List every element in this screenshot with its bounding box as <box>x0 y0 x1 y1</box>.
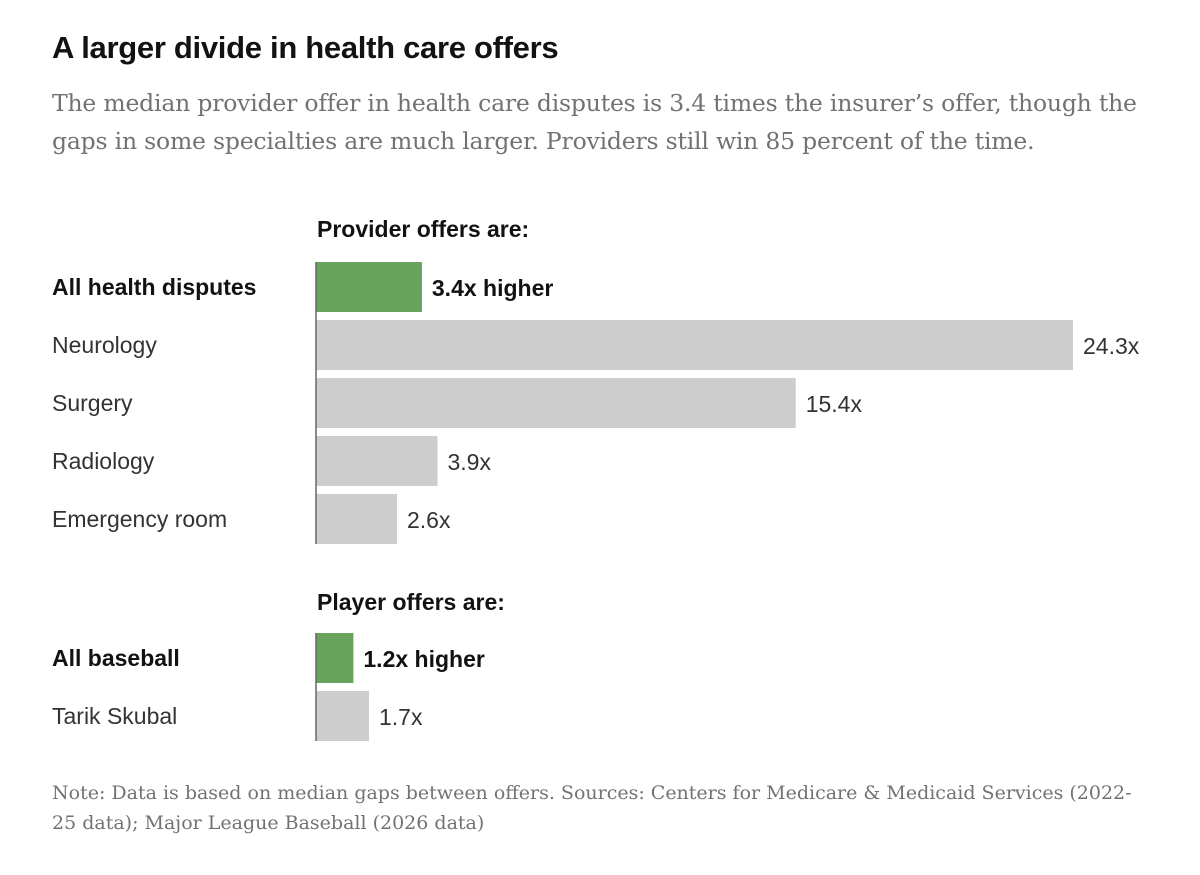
highlight-bar <box>316 262 422 312</box>
bar <box>316 378 796 428</box>
category-label: Emergency room <box>52 506 227 532</box>
bar <box>316 494 397 544</box>
chart-subtitle: The median provider offer in health care… <box>52 89 1137 155</box>
category-label: Surgery <box>52 390 133 416</box>
category-label: Neurology <box>52 332 157 358</box>
value-label: 3.9x <box>448 449 492 475</box>
highlight-bar <box>316 633 354 683</box>
bar <box>316 320 1073 370</box>
section-label: Player offers are: <box>317 589 505 615</box>
category-label: All health disputes <box>52 274 256 300</box>
category-label: Radiology <box>52 448 155 474</box>
value-label: 3.4x higher <box>432 275 553 301</box>
value-label: 2.6x <box>407 507 451 533</box>
value-label: 1.2x higher <box>363 646 484 672</box>
bar <box>316 691 369 741</box>
section-label: Provider offers are: <box>317 216 529 242</box>
bar <box>316 436 438 486</box>
category-label: All baseball <box>52 645 180 671</box>
source-note: Note: Data is based on median gaps betwe… <box>52 782 1132 834</box>
category-label: Tarik Skubal <box>52 703 177 729</box>
value-label: 1.7x <box>379 704 423 730</box>
value-label: 24.3x <box>1083 333 1140 359</box>
value-label: 15.4x <box>806 391 863 417</box>
chart-title: A larger divide in health care offers <box>52 30 559 65</box>
